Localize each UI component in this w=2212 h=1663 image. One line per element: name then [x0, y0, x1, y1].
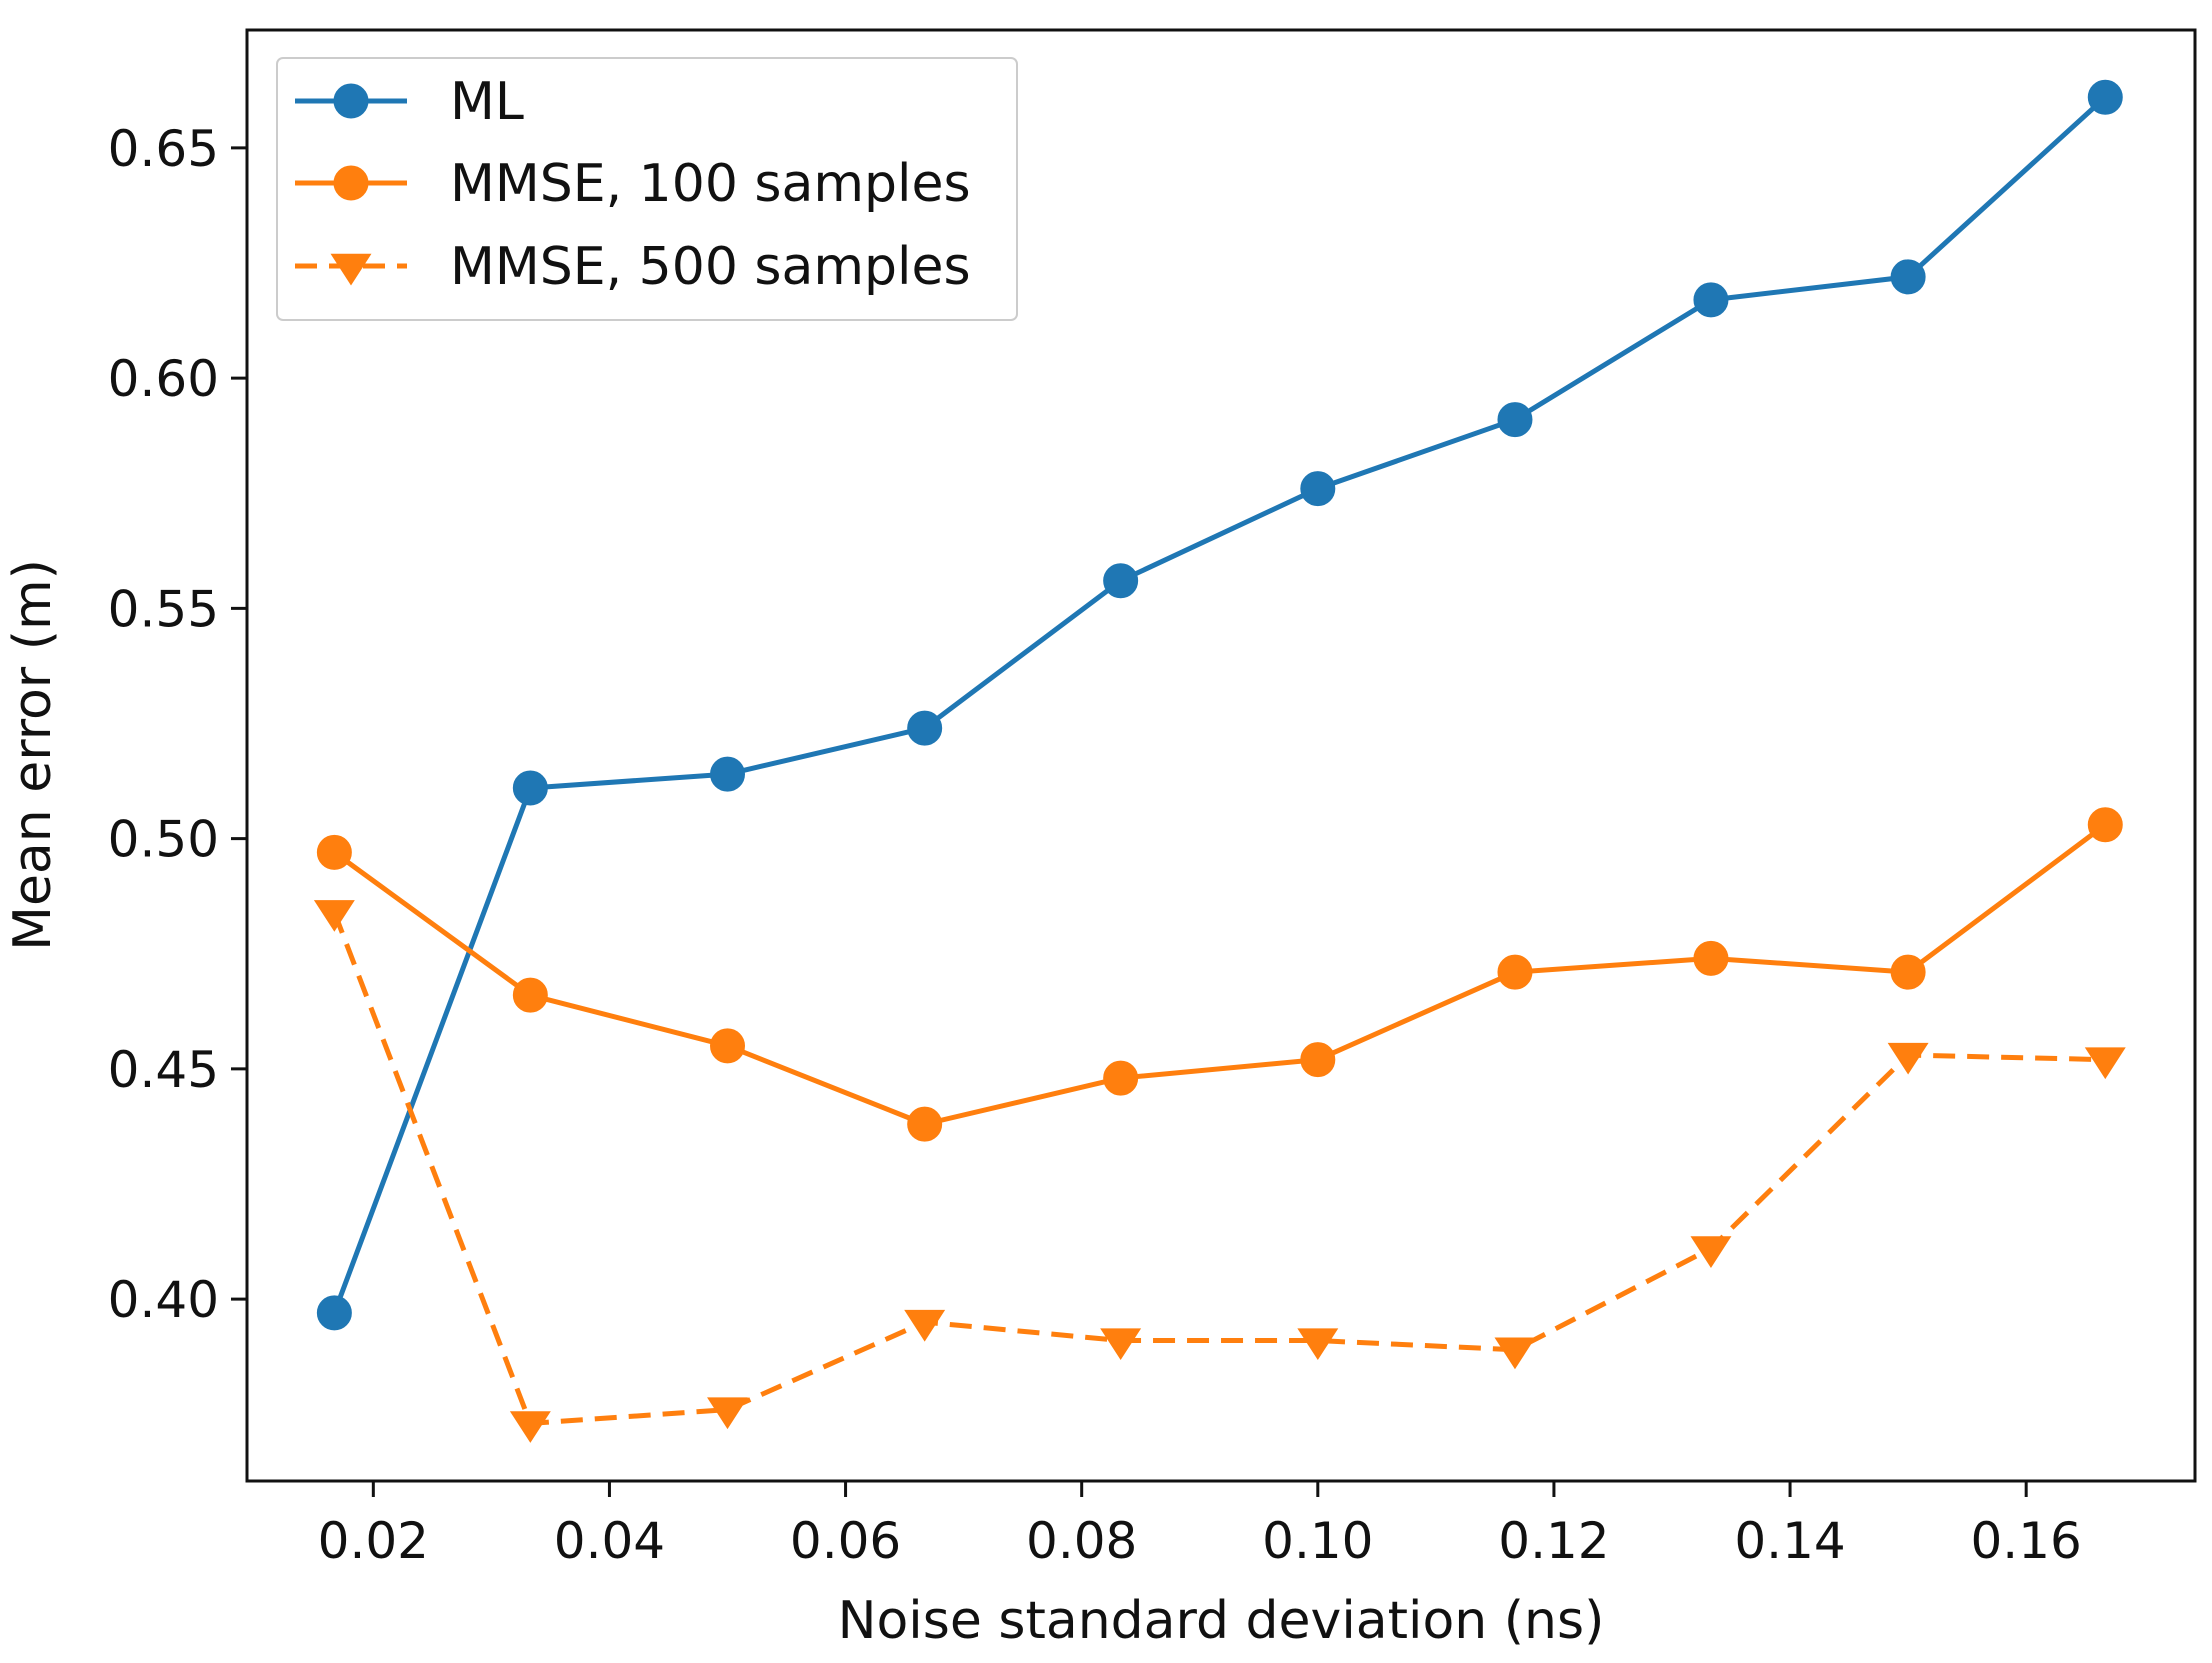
series-3: [313, 900, 2126, 1443]
series-3-point: [1690, 1236, 1732, 1268]
series-3-point: [1297, 1328, 1339, 1361]
series-2-point: [316, 834, 352, 870]
series-1-point: [1497, 402, 1533, 438]
legend-marker: [333, 165, 369, 201]
series-1-point: [316, 1295, 352, 1331]
y-axis-ticks: 0.40 0.45 0.50 0.55 0.60 0.65: [108, 120, 247, 1329]
x-tick-label: 0.14: [1734, 1512, 1845, 1570]
series-1: [316, 79, 2123, 1331]
legend-marker: [330, 253, 372, 286]
legend-entry: MMSE, 100 samples: [295, 154, 971, 214]
x-tick-label: 0.12: [1498, 1512, 1609, 1570]
x-axis-ticks: 0.02 0.04 0.06 0.08 0.10 0.12 0.14 0.16: [318, 1481, 2082, 1570]
series-2-point: [907, 1106, 943, 1142]
series-1-point: [710, 756, 746, 792]
y-tick-label: 0.65: [108, 120, 219, 178]
legend-box: [276, 57, 1018, 321]
y-tick-label: 0.40: [108, 1271, 219, 1329]
series-3-point: [313, 900, 355, 932]
x-tick-label: 0.02: [318, 1512, 429, 1570]
series-2-point: [1890, 954, 1926, 990]
series-2-point: [1497, 954, 1533, 990]
series-1-point: [1890, 259, 1926, 295]
y-tick-label: 0.45: [108, 1041, 219, 1099]
x-tick-label: 0.06: [790, 1512, 901, 1570]
series-3-point: [1494, 1337, 1536, 1370]
series-2-point: [1103, 1060, 1139, 1096]
y-axis-label: Mean error (m): [3, 559, 63, 951]
series-3-point: [1887, 1042, 1929, 1075]
plot-frame: [245, 28, 2197, 1483]
series-1-line: [331, 94, 2108, 1316]
series-1-point: [512, 770, 548, 806]
x-tick-label: 0.08: [1026, 1512, 1137, 1570]
y-tick-label: 0.55: [108, 580, 219, 638]
x-axis-label: Noise standard deviation (ns): [838, 1591, 1605, 1651]
x-tick-label: 0.04: [554, 1512, 665, 1570]
x-tick-label: 0.16: [1971, 1512, 2082, 1570]
series-1-point: [1693, 282, 1729, 318]
series-1-point: [2087, 79, 2123, 115]
legend-entries: ML MMSE, 100 samples MMSE, 500 samples: [295, 72, 971, 297]
series-2: [316, 807, 2123, 1142]
series-3-point: [1100, 1328, 1142, 1361]
legend-label: MMSE, 500 samples: [450, 237, 971, 297]
series-2-line: [331, 822, 2108, 1127]
series-1-point: [1300, 471, 1336, 507]
series-3-line: [332, 911, 2106, 1426]
legend-label: ML: [450, 72, 524, 132]
series-2-point: [1300, 1042, 1336, 1078]
series-2-point: [1693, 940, 1729, 976]
x-tick-label: 0.10: [1262, 1512, 1373, 1570]
series-3-point: [707, 1397, 748, 1430]
legend: ML MMSE, 100 samples MMSE, 500 samples: [276, 57, 1018, 321]
legend-entry: MMSE, 500 samples: [295, 237, 971, 297]
series-3-point: [509, 1411, 551, 1443]
y-tick-label: 0.50: [108, 811, 219, 869]
series-1-point: [907, 710, 943, 746]
legend-label: MMSE, 100 samples: [450, 154, 971, 214]
series-2-point: [710, 1028, 746, 1064]
series-3-point: [904, 1309, 946, 1342]
series-1-point: [1103, 563, 1139, 599]
legend-marker: [333, 83, 369, 119]
legend-entry: ML: [295, 72, 524, 132]
series-2-point: [512, 977, 548, 1013]
series-layer: [313, 79, 2126, 1443]
series-3-point: [2084, 1047, 2126, 1080]
y-tick-label: 0.60: [108, 350, 219, 408]
series-2-point: [2087, 807, 2123, 843]
